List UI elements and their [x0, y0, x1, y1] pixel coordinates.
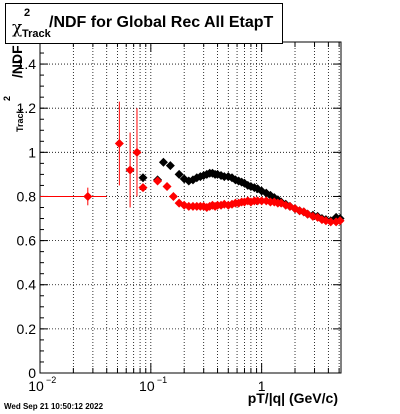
- data-point: [257, 196, 267, 206]
- data-point: [153, 176, 163, 186]
- data-point: [158, 157, 168, 167]
- x-tick-label: 1: [258, 378, 266, 394]
- title-chi-symbol: χ: [12, 18, 23, 38]
- y-tick-label: 1.2: [17, 100, 37, 116]
- data-point: [168, 191, 178, 201]
- data-points: [83, 139, 345, 227]
- data-point: [162, 182, 172, 192]
- x-tick-label: 10: [28, 378, 44, 394]
- y-tick-label: 0.8: [17, 188, 37, 204]
- y-tick-label: 0.6: [17, 233, 37, 249]
- y-axis-label-subscript: Track: [15, 108, 25, 132]
- y-axis-label-text: /NDF: [9, 45, 25, 78]
- title-text: /NDF for Global Rec All EtapT: [49, 14, 274, 31]
- title-subscript: Track: [22, 28, 51, 40]
- x-tick-label: 10: [139, 378, 155, 394]
- data-point: [138, 173, 148, 183]
- chart-title: χ 2 Track /NDF for Global Rec All EtapT: [5, 3, 283, 44]
- x-tick-label-exponent: −1: [157, 375, 167, 385]
- y-tick-label: 0.4: [17, 277, 37, 293]
- title-superscript: 2: [24, 7, 31, 19]
- y-tick-label: 0: [28, 365, 36, 381]
- data-point: [114, 139, 124, 149]
- data-point: [335, 216, 345, 226]
- y-tick-label: 0.2: [17, 321, 37, 337]
- tick-labels: 00.20.40.60.811.21.410 −2 10 −1 1: [17, 56, 266, 394]
- x-axis-label: pT/|q| (GeV/c): [247, 390, 338, 406]
- data-point: [138, 183, 148, 193]
- data-point: [125, 165, 135, 175]
- timestamp: Wed Sep 21 10:50:12 2022: [4, 402, 104, 411]
- data-point: [326, 217, 336, 227]
- x-tick-label-exponent: −2: [46, 375, 56, 385]
- error-bars: [40, 101, 138, 208]
- y-axis-label-superscript: 2: [2, 95, 12, 101]
- data-point: [83, 191, 93, 201]
- y-tick-label: 1: [28, 144, 36, 160]
- y-tick-label: 1.4: [17, 56, 37, 72]
- data-point: [165, 161, 175, 171]
- data-point: [174, 169, 184, 179]
- data-point: [132, 147, 142, 157]
